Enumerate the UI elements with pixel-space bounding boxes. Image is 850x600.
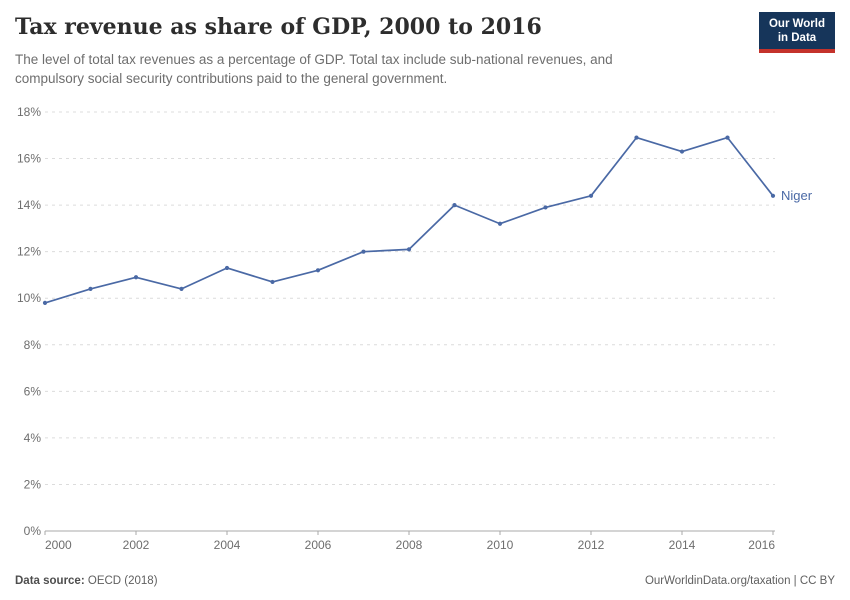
data-point <box>725 135 730 140</box>
chart-footer: Data source: OECD (2018) OurWorldinData.… <box>15 575 835 587</box>
x-tick-label: 2010 <box>487 538 514 552</box>
x-tick-label: 2014 <box>669 538 696 552</box>
x-tick-label: 2002 <box>123 538 150 552</box>
data-source: Data source: OECD (2018) <box>15 575 158 587</box>
owid-logo-stripe <box>759 49 835 53</box>
y-tick-label: 10% <box>17 291 41 305</box>
y-tick-label: 14% <box>17 198 41 212</box>
owid-logo-text: Our World in Data <box>759 12 835 49</box>
data-point <box>179 286 184 292</box>
data-source-value: OECD (2018) <box>87 575 158 587</box>
y-tick-label: 6% <box>24 384 42 398</box>
chart-header: Tax revenue as share of GDP, 2000 to 201… <box>15 12 835 88</box>
x-tick-label: 2004 <box>214 538 241 552</box>
subtitle-line-2: compulsory social security contributions… <box>15 71 448 86</box>
data-point <box>361 249 366 254</box>
chart-title: Tax revenue as share of GDP, 2000 to 201… <box>15 14 542 40</box>
y-tick-label: 18% <box>17 105 41 119</box>
data-point <box>42 300 48 305</box>
data-point <box>315 268 321 273</box>
y-tick-label: 4% <box>24 431 42 445</box>
data-point <box>406 247 412 252</box>
data-point <box>543 205 548 210</box>
data-point <box>588 193 594 198</box>
data-point <box>224 265 230 271</box>
footer-credit: OurWorldinData.org/taxation | CC BY <box>644 575 835 587</box>
chart-subtitle: The level of total tax revenues as a per… <box>15 50 835 88</box>
owid-logo: Our World in Data <box>759 12 835 53</box>
data-point <box>133 275 139 280</box>
data-point <box>770 193 776 198</box>
logo-line-2: in Data <box>777 32 817 44</box>
series-line-niger <box>44 136 774 304</box>
y-tick-label: 12% <box>17 245 41 259</box>
x-tick-label: 2000 <box>45 538 72 552</box>
x-tick-label: 2008 <box>396 538 423 552</box>
data-point <box>270 279 275 285</box>
data-point <box>88 286 93 292</box>
x-tick-label: 2016 <box>748 538 775 552</box>
x-tick-label: 2012 <box>578 538 605 552</box>
x-tick-label: 2006 <box>305 538 332 552</box>
series-label-niger: Niger <box>781 188 813 203</box>
data-point <box>634 135 639 140</box>
data-source-label: Data source: <box>15 575 85 587</box>
logo-line-1: Our World <box>768 18 825 30</box>
y-tick-label: 16% <box>17 152 41 166</box>
y-tick-label: 0% <box>24 524 42 538</box>
subtitle-line-1: The level of total tax revenues as a per… <box>15 52 613 67</box>
data-point <box>497 221 503 226</box>
data-point <box>452 203 457 208</box>
data-point <box>679 149 685 154</box>
y-tick-label: 2% <box>24 477 42 491</box>
y-tick-label: 8% <box>24 338 42 352</box>
